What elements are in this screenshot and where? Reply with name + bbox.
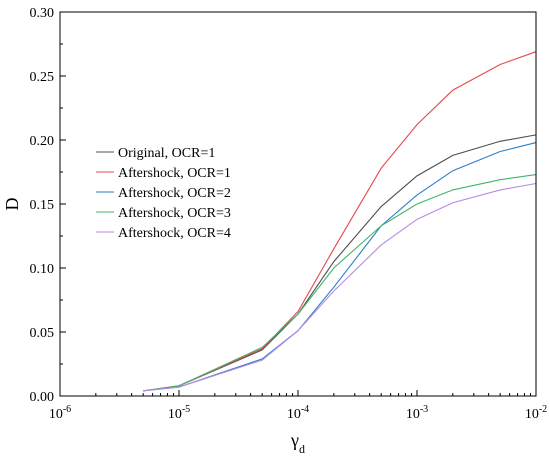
plot-frame	[59, 11, 537, 397]
legend-label: Aftershock, OCR=3	[118, 206, 231, 221]
x-axis-label-main: γ	[290, 430, 299, 450]
series-layer	[143, 51, 537, 392]
series-line-5	[143, 182, 537, 392]
x-tick-base: 10	[525, 407, 539, 422]
y-tick-label: 0.25	[30, 70, 55, 85]
legend-label: Aftershock, OCR=2	[118, 186, 231, 201]
x-tick-exponent: -6	[63, 404, 71, 415]
series-line-2	[143, 51, 537, 392]
y-tick-label: 0.20	[30, 134, 55, 149]
x-tick-base: 10	[49, 407, 63, 422]
legend-label: Aftershock, OCR=1	[118, 166, 231, 181]
tick-layer: 10-6 10-5 10-4 10-3 10-20.000.050.100.150.20…	[30, 6, 548, 422]
x-tick-exponent: -3	[420, 404, 428, 415]
x-tick-base: 10	[406, 407, 420, 422]
legend-label: Aftershock, OCR=4	[118, 226, 231, 241]
series-line-4	[143, 174, 537, 392]
x-tick-label: 10-6	[49, 404, 71, 422]
x-axis-label-subscript: d	[299, 442, 305, 456]
y-tick-label: 0.15	[30, 198, 55, 213]
x-tick-base: 10	[168, 407, 182, 422]
x-tick-label: 10-3	[406, 404, 428, 422]
series-line-1	[143, 134, 537, 392]
y-tick-label: 0.00	[30, 390, 55, 405]
y-tick-label: 0.30	[30, 6, 55, 21]
x-tick-base: 10	[287, 407, 301, 422]
x-tick-exponent: -5	[182, 404, 190, 415]
x-tick-label: 10-5	[168, 404, 190, 422]
x-tick-label: 10-2	[525, 404, 547, 422]
x-axis-label: γd	[290, 430, 305, 456]
legend-label: Original, OCR=1	[118, 146, 215, 161]
y-tick-label: 0.10	[30, 262, 55, 277]
x-tick-exponent: -4	[301, 404, 309, 415]
legend: Original, OCR=1 Aftershock, OCR=1 Aftersho…	[96, 146, 231, 241]
x-tick-label: 10-4	[287, 404, 309, 422]
y-axis-label: D	[2, 198, 22, 211]
series-line-3	[143, 142, 537, 392]
x-tick-exponent: -2	[539, 404, 547, 415]
y-tick-label: 0.05	[30, 326, 55, 341]
